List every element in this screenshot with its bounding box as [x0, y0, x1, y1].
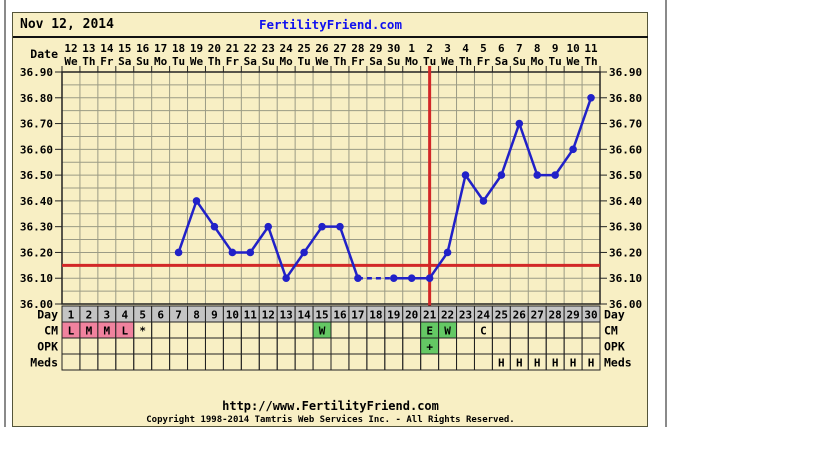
frame-divider-left — [4, 0, 6, 427]
footer-copyright: Copyright 1998-2014 Tamtris Web Services… — [146, 415, 515, 425]
frame-divider-right — [665, 0, 667, 427]
chart-panel — [12, 12, 648, 427]
brand-link[interactable]: FertilityFriend.com — [259, 17, 402, 32]
footer-url-link[interactable]: http://www.FertilityFriend.com — [222, 399, 439, 413]
title-separator — [13, 36, 648, 38]
chart-date-title: Nov 12, 2014 — [20, 17, 114, 32]
